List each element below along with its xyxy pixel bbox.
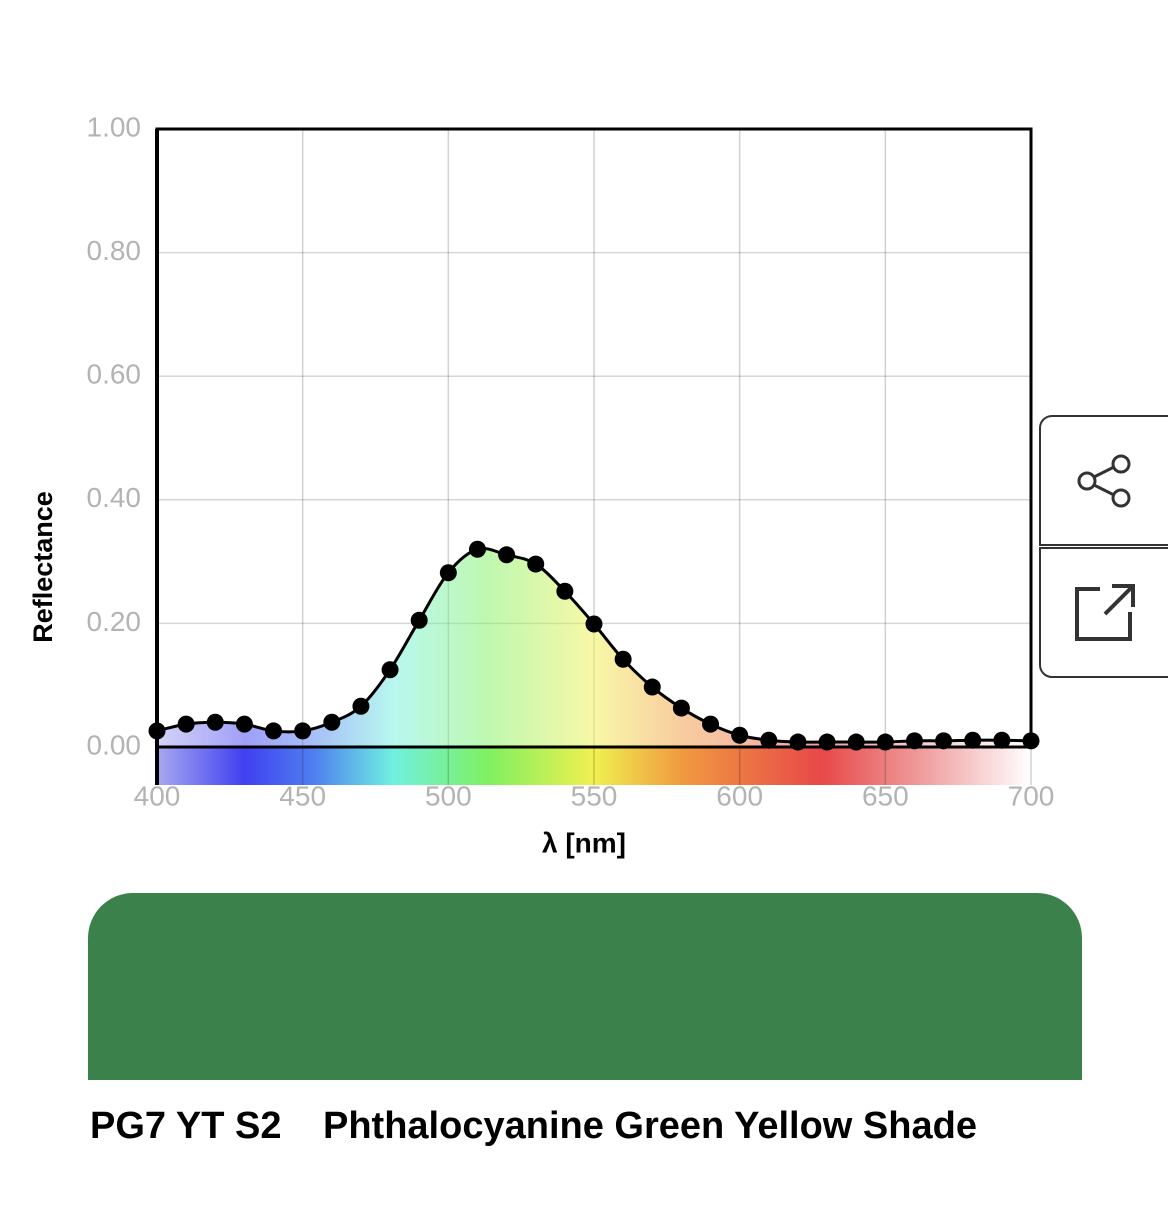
point [818, 733, 836, 751]
x-tick-label: 600 [716, 780, 763, 811]
y-tick-label: 0.00 [87, 729, 142, 760]
y-tick-label: 1.00 [87, 111, 142, 142]
spectrum-band [157, 747, 1031, 785]
point [905, 732, 923, 750]
y-tick-label: 0.40 [87, 482, 142, 513]
x-tick-label: 650 [862, 780, 909, 811]
pigment-name: Phthalocyanine Green Yellow Shade [323, 1105, 977, 1147]
point [1022, 732, 1040, 750]
point [323, 713, 341, 731]
x-tick-label: 500 [425, 780, 472, 811]
y-tick-label: 0.60 [87, 359, 142, 390]
y-tick-label: 0.80 [87, 235, 142, 266]
point [702, 715, 720, 733]
point [527, 555, 545, 573]
point [993, 731, 1011, 749]
color-swatch [88, 893, 1082, 1080]
point [789, 733, 807, 751]
point [177, 715, 195, 733]
point [731, 726, 749, 744]
point [760, 731, 778, 749]
point [265, 722, 283, 740]
point [614, 650, 632, 668]
y-tick-label: 0.20 [87, 606, 142, 637]
x-axis-title: λ [nm] [542, 827, 626, 858]
point [585, 615, 603, 633]
point [847, 733, 865, 751]
x-tick-label: 400 [134, 780, 181, 811]
point [876, 733, 894, 751]
point [439, 564, 457, 582]
point [468, 540, 486, 558]
point [381, 661, 399, 679]
point [498, 546, 516, 564]
area [157, 548, 1031, 747]
x-tick-label: 550 [571, 780, 618, 811]
point [294, 722, 312, 740]
point [556, 582, 574, 600]
point [935, 732, 953, 750]
point [964, 731, 982, 749]
open-external-button[interactable] [1039, 547, 1168, 678]
x-tick-label: 450 [279, 780, 326, 811]
point [148, 722, 166, 740]
point [672, 699, 690, 717]
point [206, 713, 224, 731]
point [643, 678, 661, 696]
y-axis-title: Reflectance [28, 491, 58, 643]
point [352, 697, 370, 715]
point [410, 611, 428, 629]
share-button[interactable] [1039, 415, 1168, 546]
pigment-code: PG7 YT S2 [90, 1105, 282, 1147]
x-tick-label: 700 [1008, 780, 1055, 811]
point [235, 715, 253, 733]
